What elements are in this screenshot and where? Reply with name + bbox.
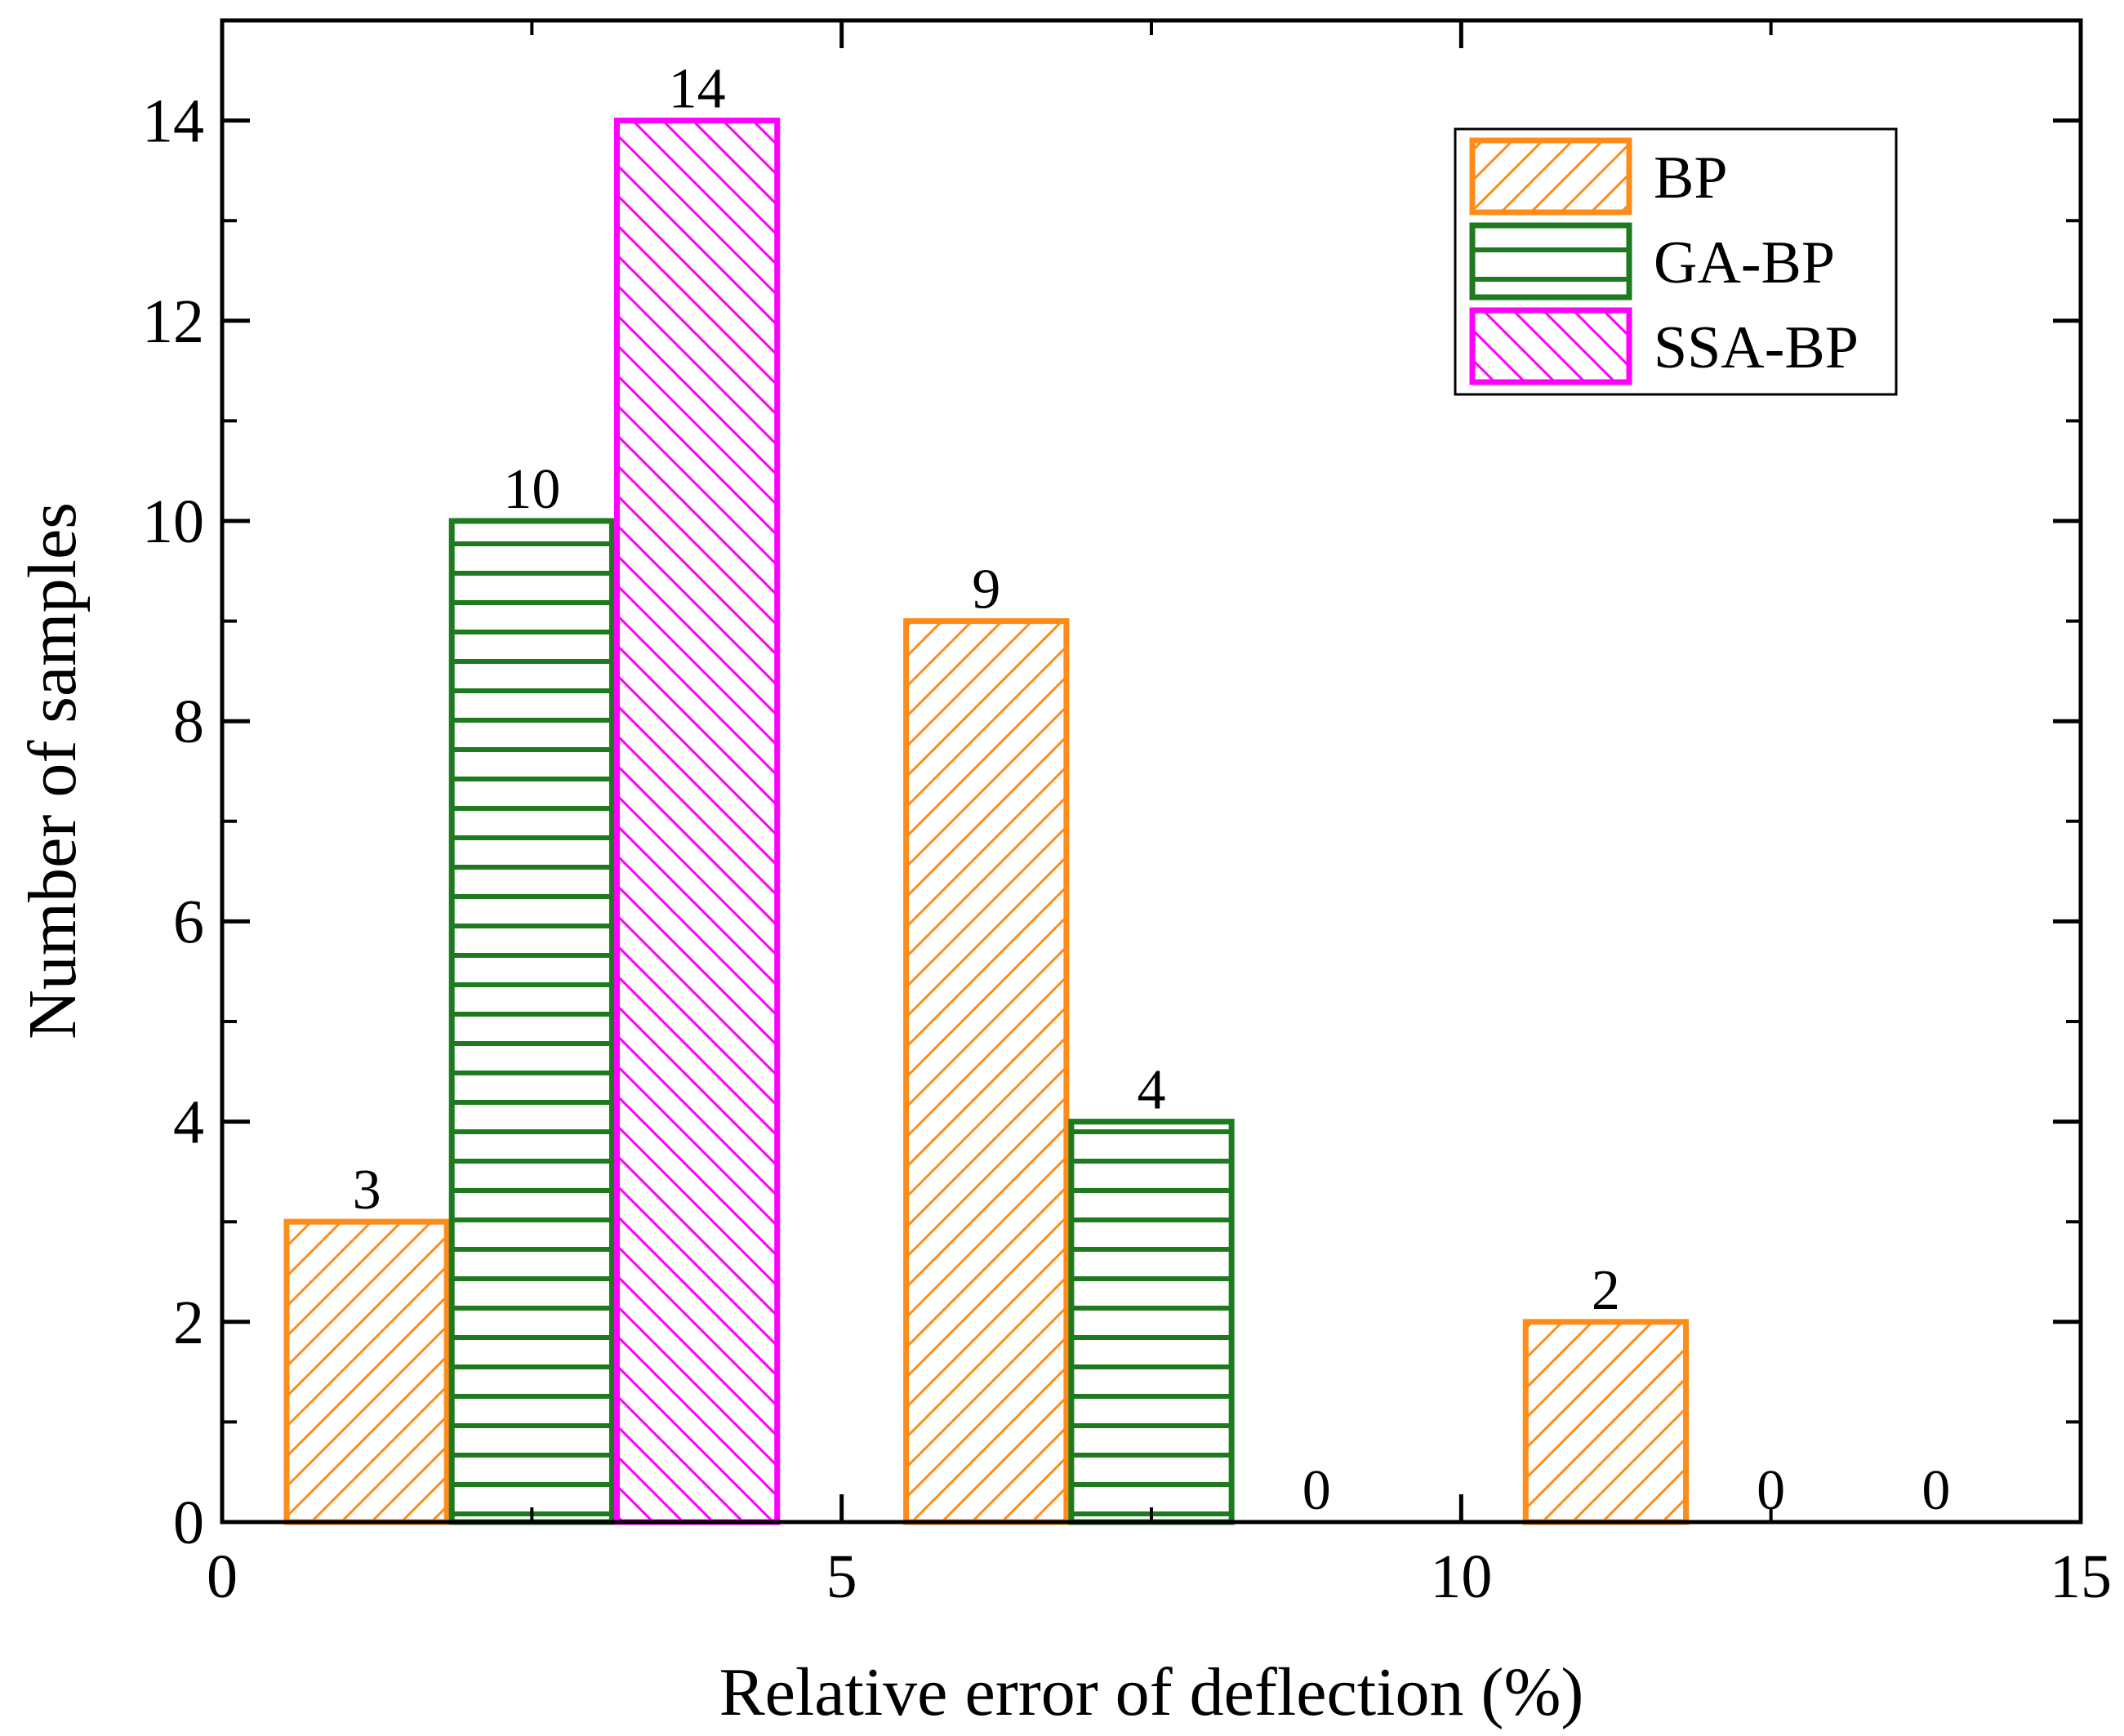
y-axis: 0 2 4 6 8 10 12 14 bbox=[142, 87, 2081, 1557]
data-label-ga-bp-2: 4 bbox=[1138, 1059, 1166, 1122]
x-tick-label: 0 bbox=[207, 1542, 238, 1611]
x-axis-title: Relative error of deflection (%) bbox=[719, 1654, 1584, 1730]
bar-ssa-bp-1 bbox=[613, 118, 781, 1525]
legend-label-ssa-bp: SSA-BP bbox=[1654, 314, 1859, 381]
data-label-bp-2: 9 bbox=[972, 559, 1000, 621]
legend-swatch-bp bbox=[1469, 137, 1632, 216]
x-tick-label: 5 bbox=[826, 1542, 857, 1611]
x-tick-label: 10 bbox=[1430, 1542, 1492, 1611]
legend-swatch-ga-bp bbox=[1469, 222, 1632, 300]
x-axis: 0 5 10 15 bbox=[207, 20, 2112, 1611]
legend-label-ga-bp: GA-BP bbox=[1654, 229, 1835, 296]
legend-swatch-ssa-bp bbox=[1469, 307, 1632, 385]
bar-bp-1 bbox=[283, 1218, 450, 1525]
bars-layer bbox=[283, 118, 1690, 1525]
y-axis-title: Number of samples bbox=[15, 502, 91, 1039]
legend-label-bp: BP bbox=[1654, 145, 1728, 211]
y-tick-label: 12 bbox=[142, 287, 204, 356]
y-tick-label: 6 bbox=[173, 888, 204, 956]
y-tick-label: 4 bbox=[173, 1088, 204, 1157]
data-label-ssa-bp-1: 14 bbox=[669, 58, 726, 121]
bar-ga-bp-2 bbox=[1068, 1119, 1235, 1525]
data-label-ssa-bp-2: 0 bbox=[1302, 1459, 1331, 1522]
x-tick-label: 15 bbox=[2050, 1542, 2112, 1611]
legend: BP GA-BP SSA-BP bbox=[1454, 127, 1898, 396]
y-tick-label: 14 bbox=[142, 87, 204, 156]
bar-bp-3 bbox=[1522, 1319, 1690, 1525]
y-tick-label: 2 bbox=[173, 1289, 204, 1357]
bar-ga-bp-1 bbox=[448, 518, 615, 1525]
data-label-ga-bp-1: 10 bbox=[503, 458, 560, 521]
data-label-bp-3: 2 bbox=[1592, 1259, 1620, 1322]
y-tick-label: 10 bbox=[142, 487, 204, 556]
y-tick-label: 8 bbox=[173, 688, 204, 756]
bar-bp-2 bbox=[903, 618, 1070, 1525]
data-label-ssa-bp-3: 0 bbox=[1921, 1459, 1950, 1522]
data-label-bp-1: 3 bbox=[353, 1159, 381, 1222]
y-tick-label: 0 bbox=[173, 1489, 204, 1557]
